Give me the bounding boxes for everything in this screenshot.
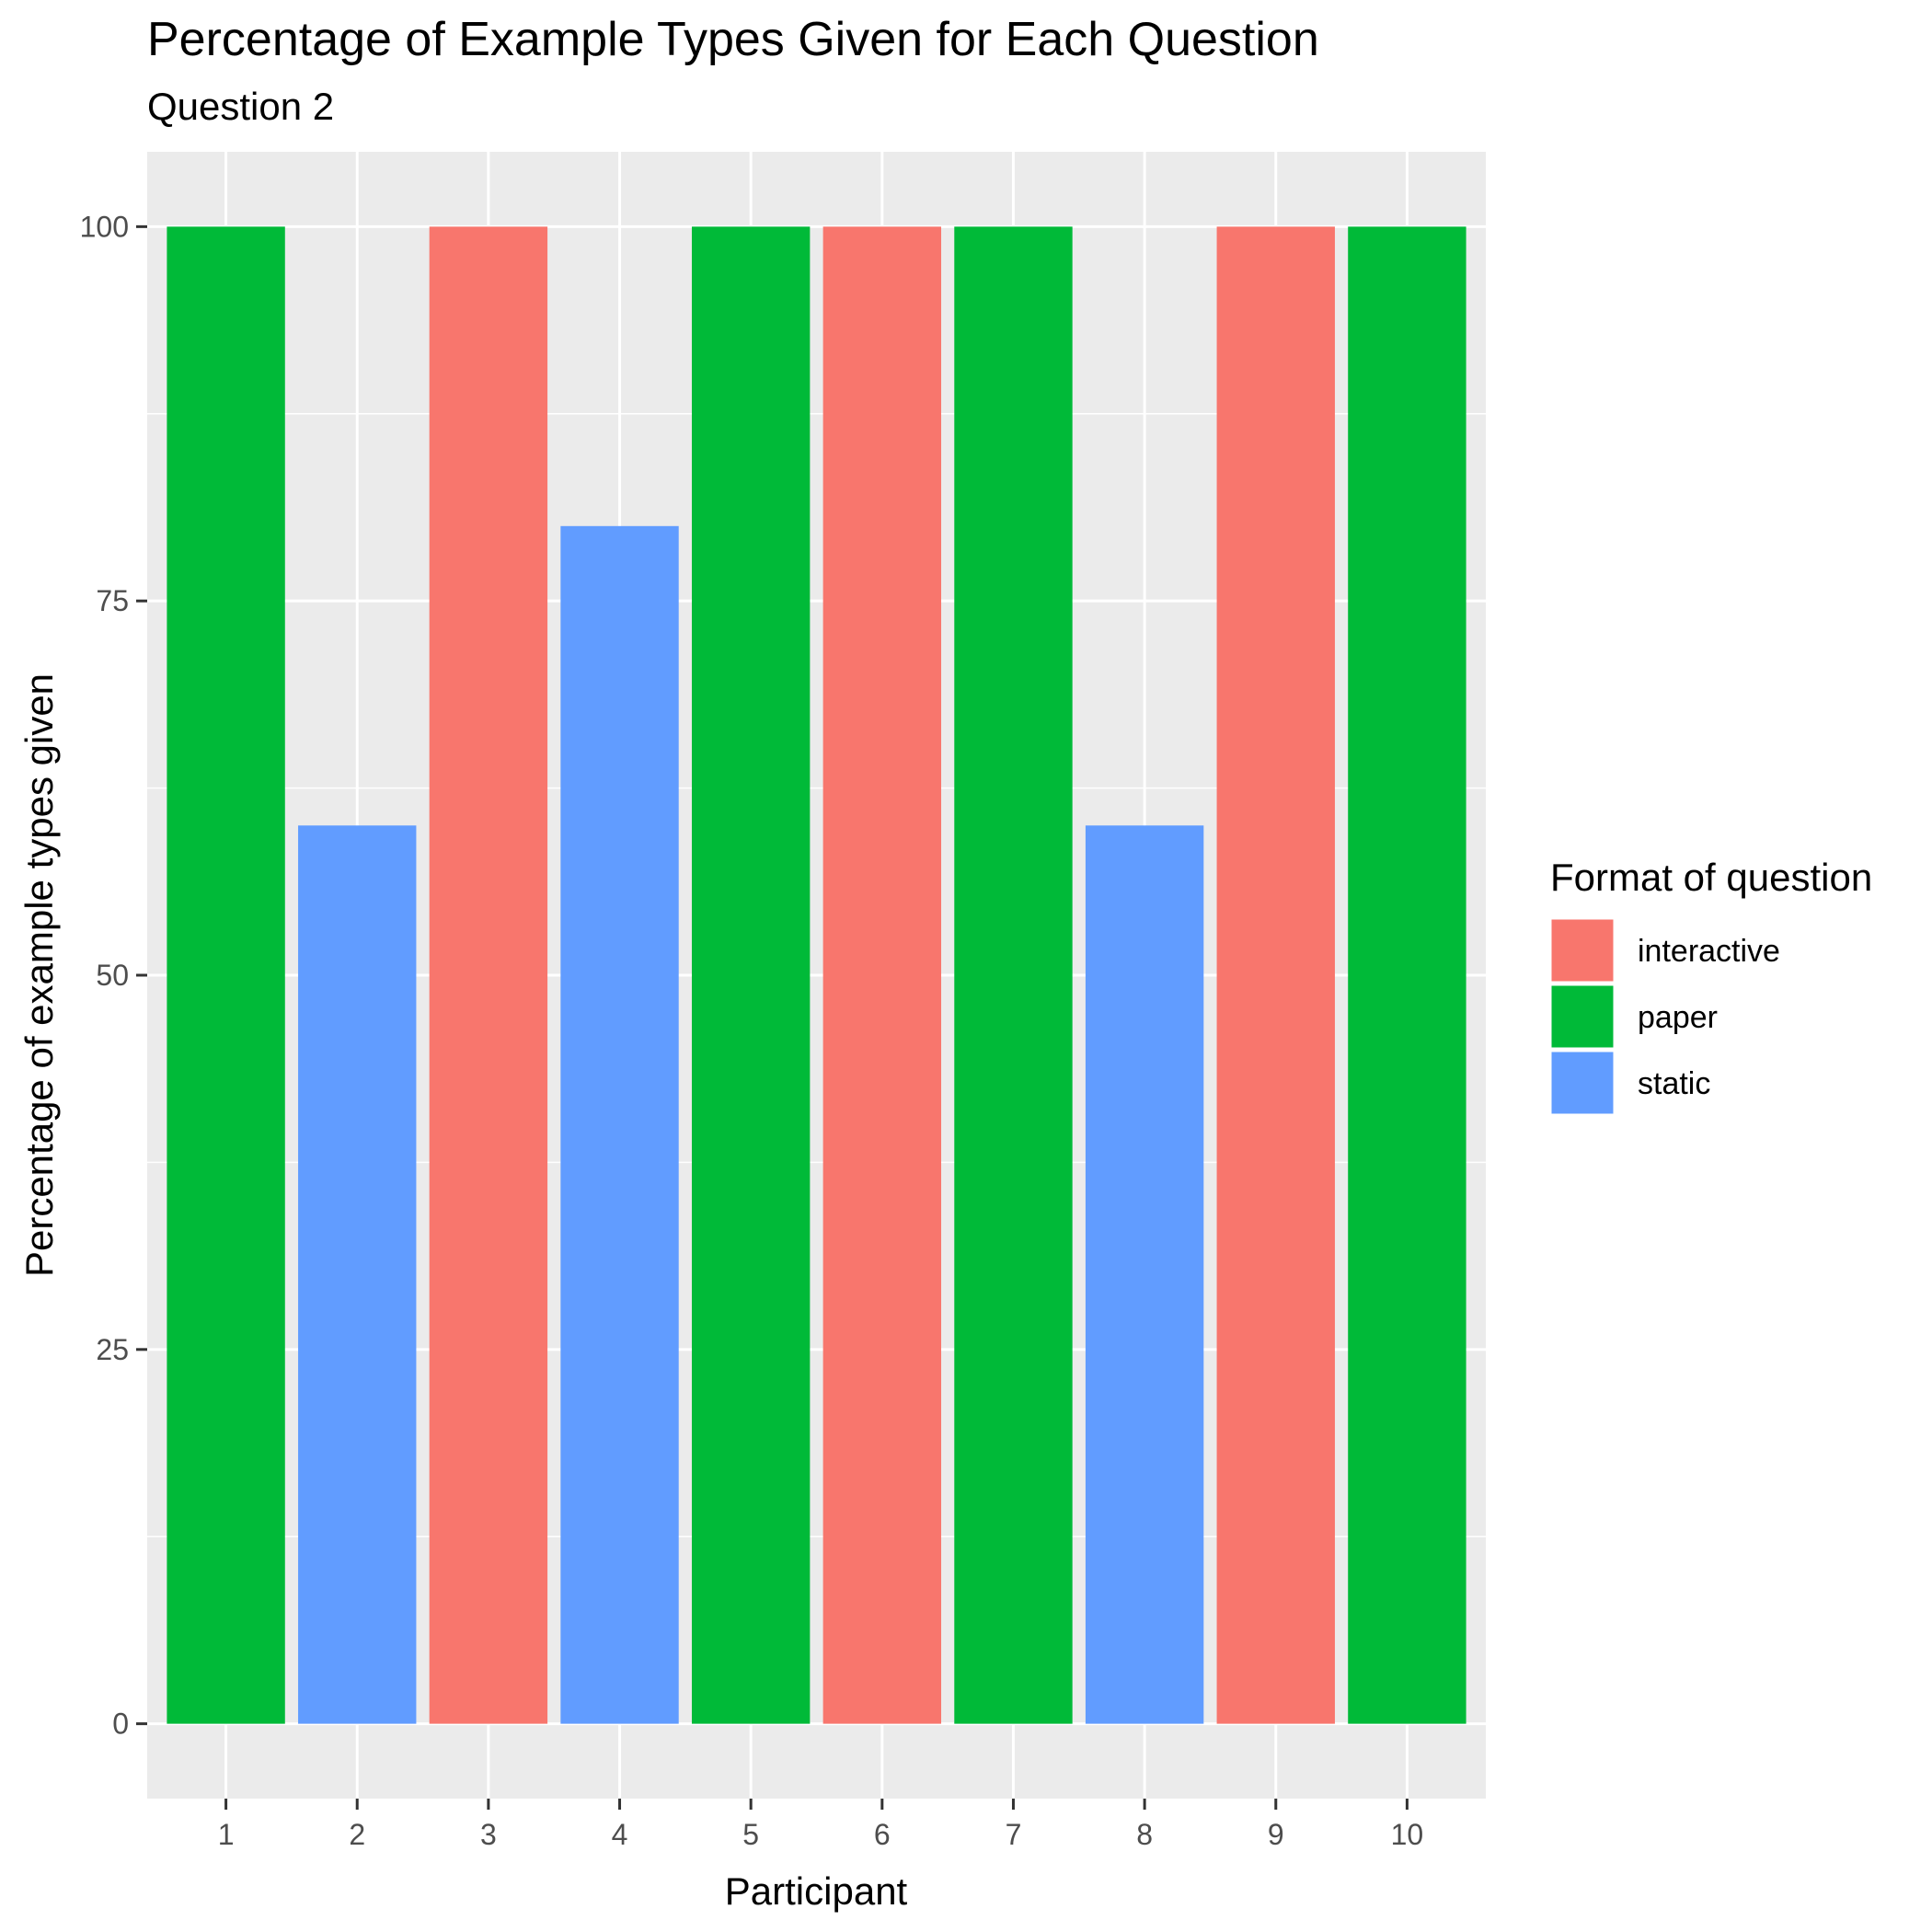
x-tick-label: 3	[480, 1818, 497, 1851]
bar-participant-7	[954, 226, 1073, 1724]
bar-participant-8	[1085, 825, 1204, 1724]
legend-label-static: static	[1638, 1066, 1710, 1101]
x-tick-label: 5	[742, 1818, 759, 1851]
x-tick-label: 2	[349, 1818, 365, 1851]
x-tick-label: 9	[1268, 1818, 1284, 1851]
x-tick-label: 10	[1391, 1818, 1424, 1851]
legend-key-paper	[1548, 983, 1616, 1051]
bar-participant-4	[560, 525, 679, 1724]
legend-label-interactive: interactive	[1638, 934, 1780, 969]
legend-title: Format of question	[1550, 856, 1872, 899]
y-tick-label: 25	[96, 1333, 129, 1366]
bars	[167, 226, 1466, 1724]
y-axis-title: Percentage of example types given	[17, 673, 61, 1277]
legend-items: interactive paper static	[1548, 916, 1780, 1117]
chart-subtitle: Question 2	[147, 85, 334, 128]
y-tick-label: 100	[80, 210, 129, 243]
bar-participant-2	[298, 825, 417, 1724]
bar-participant-1	[167, 226, 285, 1724]
x-tick-label: 8	[1136, 1818, 1153, 1851]
y-axis: 0 25 50 75 100	[80, 210, 147, 1741]
x-tick-label: 6	[874, 1818, 891, 1851]
x-axis: 1 2 3 4 5 6 7 8 9 10	[218, 1799, 1424, 1851]
y-tick-label: 0	[112, 1708, 129, 1741]
bar-participant-6	[822, 226, 942, 1724]
x-tick-label: 7	[1006, 1818, 1022, 1851]
y-tick-label: 75	[96, 584, 129, 617]
chart-title: Percentage of Example Types Given for Ea…	[147, 13, 1319, 66]
x-tick-label: 4	[612, 1818, 628, 1851]
legend-label-paper: paper	[1638, 1000, 1718, 1035]
y-tick-label: 50	[96, 959, 129, 992]
legend: Format of question interactive paper stati…	[1548, 856, 1872, 1117]
bar-participant-9	[1216, 226, 1335, 1724]
bar-participant-5	[691, 226, 811, 1724]
x-axis-title: Participant	[725, 1869, 908, 1913]
legend-key-interactive	[1548, 916, 1616, 984]
bar-participant-10	[1348, 226, 1466, 1724]
x-tick-label: 1	[218, 1818, 235, 1851]
legend-key-static	[1548, 1049, 1616, 1117]
bar-participant-3	[429, 226, 548, 1724]
